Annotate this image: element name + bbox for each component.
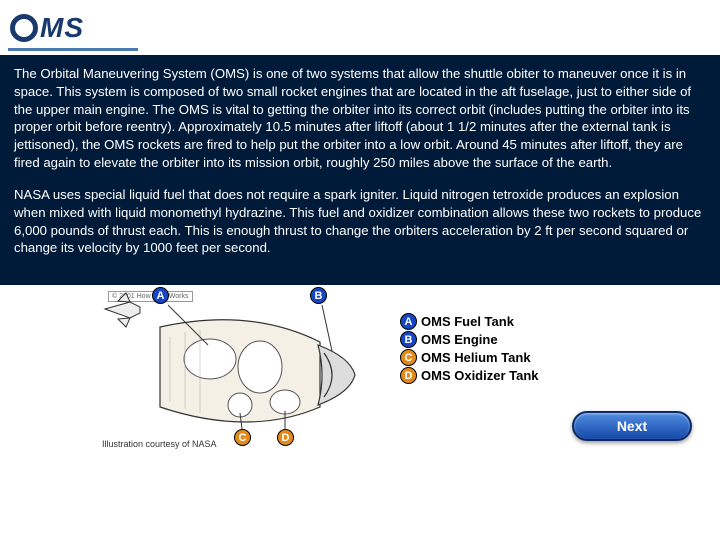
header-divider [8,48,138,51]
legend-badge-icon: B [400,331,417,348]
legend-row: C OMS Helium Tank [400,349,539,366]
content-panel: The Orbital Maneuvering System (OMS) is … [0,55,720,285]
legend-row: A OMS Fuel Tank [400,313,539,330]
legend-label: OMS Engine [421,332,498,347]
diagram-callout-icon: C [234,429,251,446]
diagram-callout-icon: D [277,429,294,446]
legend-badge-icon: A [400,313,417,330]
diagram-callout-icon: A [152,287,169,304]
logo-o-icon [10,14,38,42]
diagram-callout-icon: B [310,287,327,304]
legend-label: OMS Helium Tank [421,350,531,365]
paragraph-2: NASA uses special liquid fuel that does … [14,186,706,257]
legend-badge-icon: C [400,349,417,366]
logo: MS [10,12,84,44]
logo-text: MS [40,12,84,44]
legend-row: D OMS Oxidizer Tank [400,367,539,384]
header-bar: MS [0,0,720,55]
oms-diagram [100,287,360,452]
paragraph-1: The Orbital Maneuvering System (OMS) is … [14,65,706,172]
legend-label: OMS Oxidizer Tank [421,368,539,383]
diagram-area: © 2001 How Stuff Works [0,285,720,455]
next-button[interactable]: Next [572,411,692,441]
legend-badge-icon: D [400,367,417,384]
legend-row: B OMS Engine [400,331,539,348]
diagram-legend: A OMS Fuel Tank B OMS Engine C OMS Helium Tan… [400,313,539,385]
illustration-credit: Illustration courtesy of NASA [102,439,217,449]
legend-label: OMS Fuel Tank [421,314,514,329]
next-button-label: Next [617,418,647,434]
